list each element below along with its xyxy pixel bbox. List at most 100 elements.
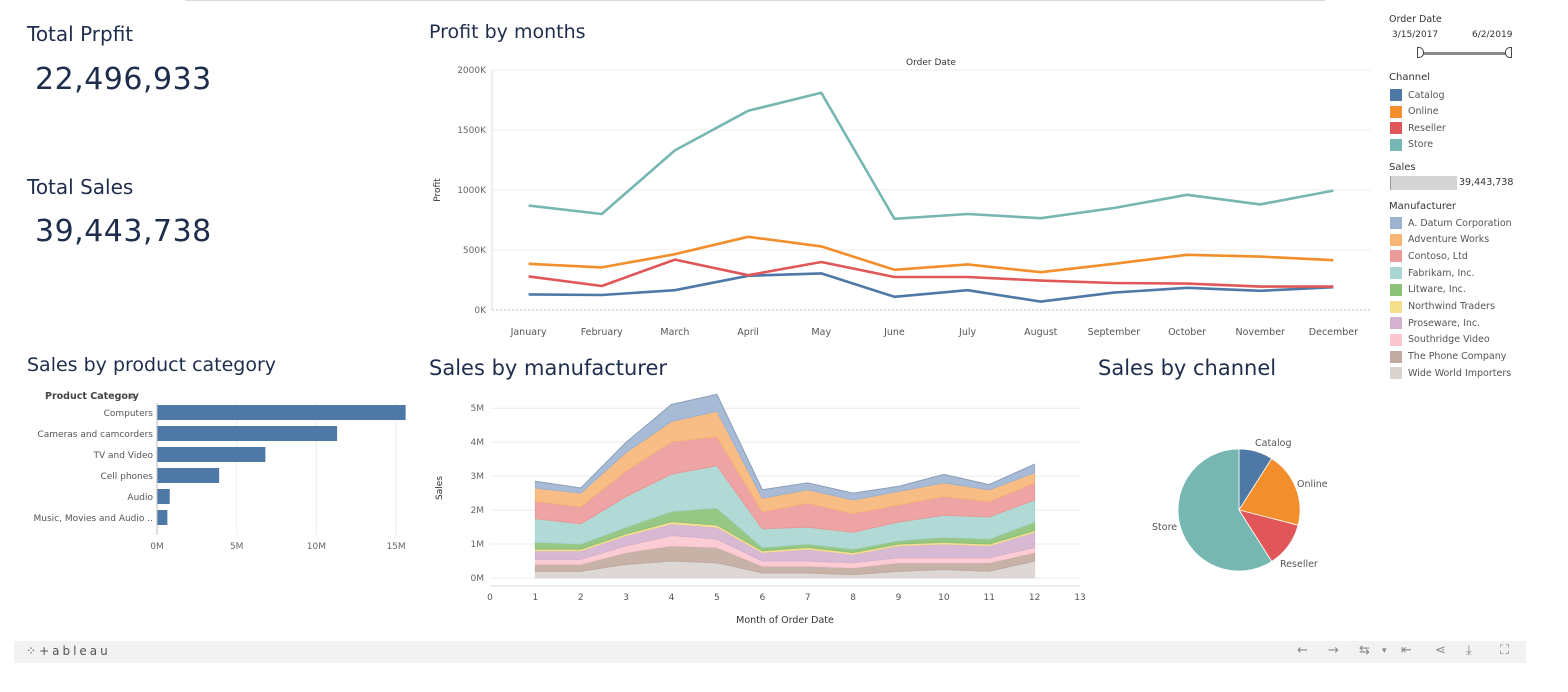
legend-swatch <box>1390 250 1402 263</box>
series-line-online[interactable] <box>528 235 1334 274</box>
x-tick-label: 0M <box>150 542 164 552</box>
area-band[interactable] <box>534 393 1036 501</box>
series-line-store[interactable] <box>528 91 1334 221</box>
legend-swatch <box>1390 333 1402 346</box>
series-line-reseller[interactable] <box>528 258 1334 288</box>
manufacturer-legend-item[interactable]: The Phone Company <box>1390 350 1506 364</box>
x-tick-label: 13 <box>1074 593 1085 603</box>
x-tick-label: February <box>581 327 623 338</box>
undo-icon[interactable]: ← <box>1297 643 1308 658</box>
category-bar[interactable] <box>157 405 406 420</box>
x-tick-label: 8 <box>850 593 856 603</box>
y-tick-label: 1500K <box>457 126 487 136</box>
legend-swatch <box>1390 138 1402 151</box>
tableau-brand-text: +ableau <box>39 644 111 658</box>
manufacturer-legend-item[interactable]: Wide World Importers <box>1390 366 1511 380</box>
revert-icon[interactable]: ⇆ <box>1359 643 1370 658</box>
channel-legend-item[interactable]: Reseller <box>1390 121 1446 135</box>
category-bar[interactable] <box>157 447 266 462</box>
manufacturer-legend-title: Manufacturer <box>1389 201 1456 212</box>
x-tick-label: 2 <box>578 593 584 603</box>
x-tick-label: 12 <box>1029 593 1040 603</box>
series-line-catalog[interactable] <box>528 272 1334 303</box>
category-bar[interactable] <box>157 489 170 504</box>
download-icon[interactable]: ⤓ <box>1466 643 1472 658</box>
legend-swatch <box>1390 105 1402 118</box>
x-tick-label: December <box>1309 327 1358 338</box>
channel-legend-title: Channel <box>1389 72 1431 83</box>
revert-all-icon[interactable]: ⇤ <box>1401 643 1412 658</box>
y-tick-label: 0M <box>471 574 485 584</box>
channel-legend-item[interactable]: Online <box>1390 105 1439 119</box>
tableau-logo[interactable]: ⁘ +ableau <box>26 644 111 658</box>
profit-line-chart[interactable]: Order Date 0K 500K 1000K 1500K 2000K Profit Jan… <box>420 50 1380 345</box>
line-chart-top-label: Order Date <box>906 58 956 68</box>
channel-pie-chart[interactable]: Catalog Online Reseller Store <box>1120 420 1350 590</box>
pie-slice-store[interactable] <box>1177 448 1273 572</box>
category-label: Computers <box>104 409 154 419</box>
legend-swatch <box>1390 267 1402 280</box>
channel-legend-item[interactable]: Catalog <box>1390 88 1444 102</box>
date-range-start-handle[interactable] <box>1417 47 1424 58</box>
y-tick-label: 0K <box>474 306 487 316</box>
category-label: Cell phones <box>100 472 153 482</box>
pie-label: Catalog <box>1255 438 1291 449</box>
manufacturer-legend-item[interactable]: Contoso, Ltd <box>1390 249 1468 263</box>
y-tick-label: 1M <box>471 540 485 550</box>
y-axis-label: Sales <box>435 476 445 500</box>
y-tick-label: 3M <box>471 472 485 482</box>
sort-icon[interactable]: ≡ <box>128 391 136 402</box>
y-tick-label: 2000K <box>457 66 487 76</box>
total-sales-value: 39,443,738 <box>35 214 212 249</box>
pie-slice-online[interactable] <box>1238 457 1301 526</box>
date-start: 3/15/2017 <box>1392 30 1439 40</box>
y-tick-label: 5M <box>471 404 485 414</box>
tableau-logo-icon: ⁘ <box>26 644 37 658</box>
category-bar[interactable] <box>157 510 168 525</box>
manufacturer-legend-item[interactable]: Proseware, Inc. <box>1390 316 1480 330</box>
share-icon[interactable]: ⋖ <box>1435 643 1446 658</box>
legend-label: Reseller <box>1408 122 1446 134</box>
manufacturer-legend-item[interactable]: Fabrikam, Inc. <box>1390 266 1475 280</box>
x-tick-label: 5M <box>230 542 244 552</box>
legend-swatch <box>1390 367 1402 380</box>
date-range-slider-track[interactable] <box>1420 52 1510 55</box>
legend-label: Wide World Importers <box>1408 367 1512 379</box>
x-tick-label: 4 <box>669 593 675 603</box>
legend-swatch <box>1390 217 1402 229</box>
sales-by-manufacturer-title: Sales by manufacturer <box>429 356 668 380</box>
channel-legend-item[interactable]: Store <box>1390 138 1433 152</box>
manufacturer-legend-item[interactable]: Southridge Video <box>1390 333 1490 347</box>
legend-swatch <box>1390 300 1402 313</box>
manufacturer-legend-item[interactable]: A. Datum Corporation <box>1390 216 1512 230</box>
revert-dropdown-icon[interactable]: ▾ <box>1382 646 1387 656</box>
total-profit-value: 22,496,933 <box>35 62 212 97</box>
x-tick-label: 10 <box>938 593 950 603</box>
category-bar[interactable] <box>157 426 338 441</box>
x-tick-label: May <box>811 327 831 338</box>
legend-label: Southridge Video <box>1408 334 1490 346</box>
x-tick-label: August <box>1024 327 1058 338</box>
manufacturer-legend-item[interactable]: Northwind Traders <box>1390 300 1495 314</box>
redo-icon[interactable]: → <box>1328 643 1339 658</box>
legend-label: Litware, Inc. <box>1408 284 1466 296</box>
legend-label: Fabrikam, Inc. <box>1408 267 1475 279</box>
x-tick-label: 15M <box>386 542 405 552</box>
x-tick-label: 3 <box>623 593 629 603</box>
fullscreen-icon[interactable]: ⛶ <box>1500 643 1510 658</box>
category-bar-chart[interactable]: Product Category≡ 0M 5M 10M 15M Computers Came… <box>20 385 420 555</box>
manufacturer-legend-item[interactable]: Litware, Inc. <box>1390 283 1466 297</box>
legend-swatch <box>1390 350 1402 363</box>
manufacturer-legend-item[interactable]: Adventure Works <box>1390 233 1489 247</box>
category-label: Music, Movies and Audio .. <box>34 514 153 524</box>
date-range-end-handle[interactable] <box>1505 47 1512 58</box>
y-tick-label: 1000K <box>457 186 487 196</box>
sales-legend-value: 39,443,738 <box>1459 177 1514 188</box>
category-bar[interactable] <box>157 468 220 483</box>
x-tick-label: October <box>1168 327 1206 338</box>
top-divider <box>185 0 1325 1</box>
legend-label: Catalog <box>1408 89 1445 101</box>
order-date-filter-title: Order Date <box>1389 14 1442 25</box>
x-tick-label: 1 <box>533 593 539 603</box>
